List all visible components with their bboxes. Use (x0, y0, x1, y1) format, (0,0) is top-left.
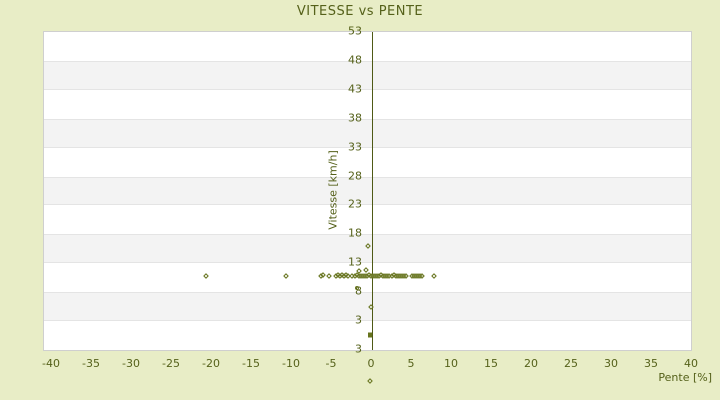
y-tick-label: 33 (348, 140, 362, 154)
y-tick-label: 43 (348, 82, 362, 96)
grid-band (44, 147, 691, 177)
grid-band (44, 176, 691, 206)
plot-area (43, 31, 692, 351)
x-tick-label: 5 (407, 357, 415, 370)
y-tick-label: 13 (348, 255, 362, 269)
y-tick-label: 3 (355, 342, 362, 356)
x-tick-label: -10 (282, 357, 300, 370)
x-tick-label: 25 (564, 357, 578, 370)
data-point (368, 332, 373, 338)
grid-band (44, 60, 691, 90)
y-tick-label: 28 (348, 169, 362, 183)
y-tick-label: 48 (348, 53, 362, 67)
x-tick-label: 40 (684, 357, 698, 370)
x-tick-label: 35 (644, 357, 658, 370)
zero-axis-line (372, 32, 374, 350)
x-tick-label: 10 (444, 357, 458, 370)
grid-band (44, 32, 691, 61)
x-tick-label: -25 (162, 357, 180, 370)
x-axis-title: Pente [%] (658, 371, 712, 384)
grid-band (44, 321, 691, 350)
x-tick-label: -30 (122, 357, 140, 370)
y-tick-label: 53 (348, 24, 362, 38)
grid-band (44, 234, 691, 264)
x-tick-label: -5 (325, 357, 337, 370)
x-tick-label: 15 (484, 357, 498, 370)
x-tick-label: 20 (524, 357, 538, 370)
y-tick-label: 8 (355, 284, 362, 298)
x-tick-label: -15 (242, 357, 260, 370)
grid-band (44, 292, 691, 322)
y-tick-label: 38 (348, 111, 362, 125)
x-tick-label: 0 (367, 357, 375, 370)
y-tick-label: 23 (348, 197, 362, 211)
y-tick-label: 18 (348, 226, 362, 240)
data-point (367, 377, 374, 384)
y-axis-title: Vitesse [km/h] (326, 150, 340, 230)
x-tick-label: -40 (42, 357, 60, 370)
chart-title: VITESSE vs PENTE (296, 4, 424, 19)
grid-band (44, 118, 691, 148)
data-point (355, 285, 359, 290)
grid-band (44, 263, 691, 293)
x-tick-label: -35 (82, 357, 100, 370)
y-tick-label: 3 (355, 313, 362, 327)
grid-band (44, 89, 691, 119)
grid-band (44, 205, 691, 235)
x-tick-label: -20 (202, 357, 220, 370)
x-tick-label: 30 (604, 357, 618, 370)
